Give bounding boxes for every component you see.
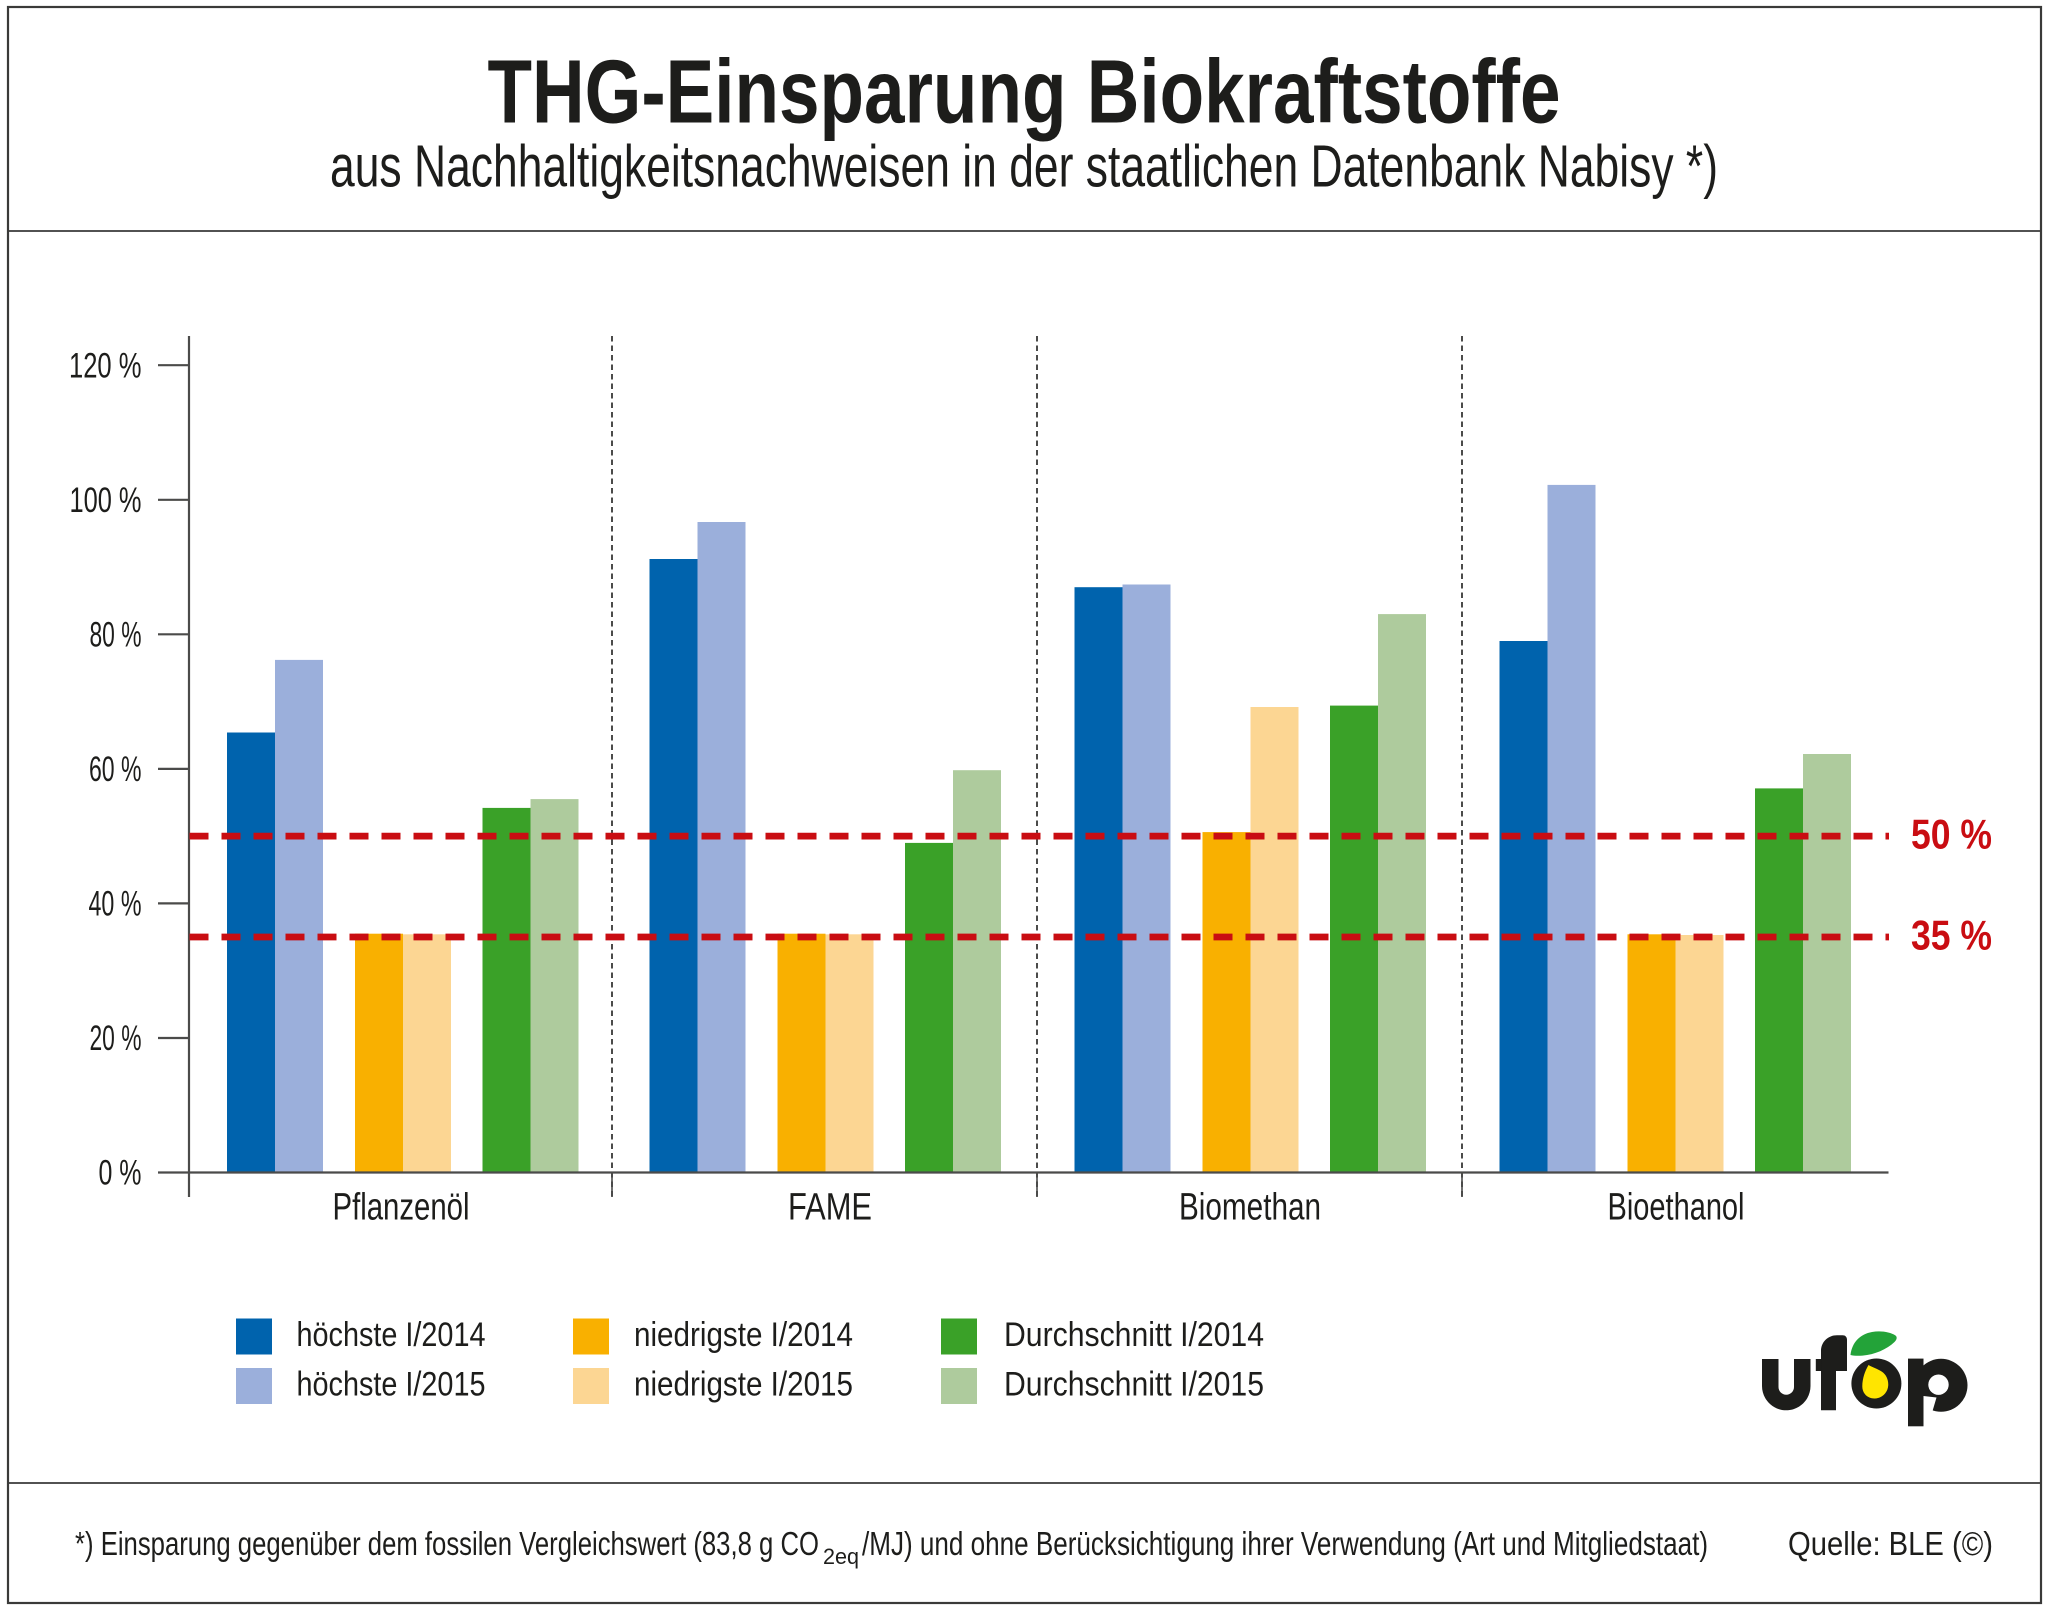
svg-text:80 %: 80 % — [90, 615, 142, 655]
svg-text:FAME: FAME — [788, 1187, 872, 1229]
svg-text:Durchschnitt I/2015: Durchschnitt I/2015 — [1004, 1366, 1264, 1404]
svg-text:aus Nachhaltigkeitsnachweisen: aus Nachhaltigkeitsnachweisen in der sta… — [330, 133, 1718, 200]
svg-text:Quelle: BLE (©): Quelle: BLE (©) — [1788, 1525, 1993, 1562]
svg-text:20 %: 20 % — [90, 1018, 142, 1058]
svg-text:50 %: 50 % — [1911, 811, 1992, 858]
svg-text:120 %: 120 % — [69, 345, 142, 385]
svg-text:35 %: 35 % — [1911, 912, 1992, 959]
svg-text:2eq: 2eq — [823, 1544, 859, 1569]
svg-text:40 %: 40 % — [89, 884, 142, 924]
svg-text:Bioethanol: Bioethanol — [1608, 1187, 1745, 1229]
svg-text:THG-Einsparung Biokraftstoffe: THG-Einsparung Biokraftstoffe — [488, 43, 1561, 143]
svg-text:Biomethan: Biomethan — [1179, 1187, 1321, 1229]
svg-text:*) Einsparung gegenüber dem fo: *) Einsparung gegenüber dem fossilen Ver… — [75, 1525, 819, 1562]
svg-text:100 %: 100 % — [70, 480, 142, 520]
svg-text:Durchschnitt I/2014: Durchschnitt I/2014 — [1004, 1316, 1264, 1354]
svg-text:höchste I/2015: höchste I/2015 — [297, 1366, 486, 1404]
svg-text:0 %: 0 % — [99, 1153, 142, 1193]
svg-text:niedrigste I/2014: niedrigste I/2014 — [634, 1316, 853, 1354]
svg-text:60 %: 60 % — [89, 749, 142, 789]
svg-text:niedrigste I/2015: niedrigste I/2015 — [634, 1366, 853, 1404]
svg-text:/MJ) und ohne Berücksichtigung: /MJ) und ohne Berücksichtigung ihrer Ver… — [862, 1525, 1708, 1562]
svg-text:höchste I/2014: höchste I/2014 — [297, 1316, 486, 1354]
svg-text:Pflanzenöl: Pflanzenöl — [333, 1187, 470, 1229]
